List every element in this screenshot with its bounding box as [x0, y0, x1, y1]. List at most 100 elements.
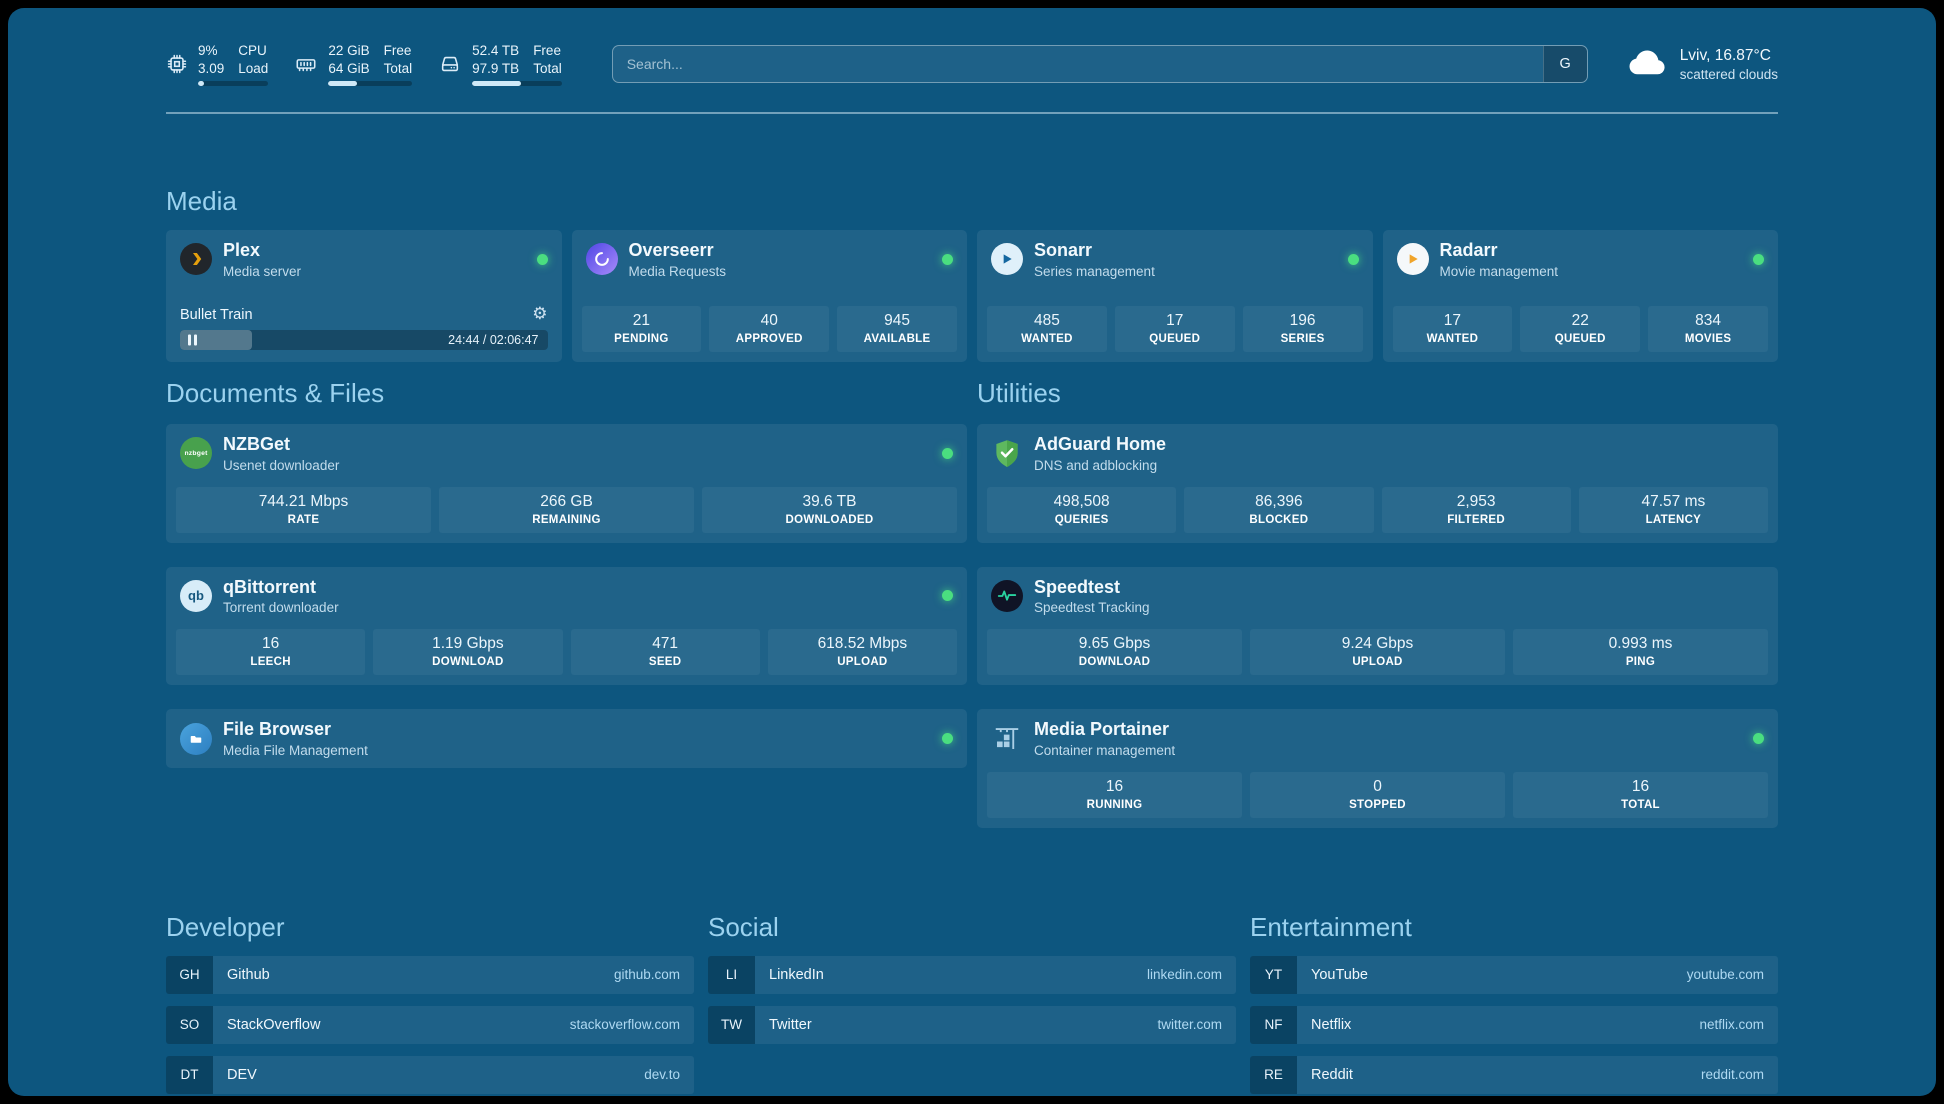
sonarr-icon [991, 243, 1023, 276]
service-subtitle: Media Requests [628, 263, 727, 279]
service-name: Overseerr [628, 240, 714, 261]
bookmark-url: netflix.com [1699, 1017, 1764, 1033]
stat-value: 485 [1033, 312, 1060, 330]
pause-icon[interactable] [188, 334, 197, 346]
service-subtitle: DNS and adblocking [1034, 457, 1158, 473]
service-name: Media Portainer [1034, 719, 1170, 740]
stat-box: 498,508 QUERIES [987, 486, 1177, 533]
section-title-entertainment: Entertainment [1250, 911, 1412, 942]
bookmark-dev[interactable]: DT DEV dev.to [166, 1055, 694, 1094]
bookmark-name: Github [227, 966, 270, 983]
section-title-developer: Developer [166, 911, 285, 942]
service-card-nzbget[interactable]: nzbget NZBGet Usenet downloader 744.21 M… [166, 424, 967, 543]
cpu-icon [166, 53, 188, 75]
stat-value: 498,508 [1053, 492, 1110, 510]
cpu-usage-value: 9% [198, 43, 218, 58]
service-card-radarr[interactable]: Radarr Movie management 17 WANTED 22 QUE… [1382, 230, 1778, 363]
stat-value: 9.24 Gbps [1341, 635, 1414, 653]
bookmarks-social: Social LI LinkedIn linkedin.com TW Twitt… [708, 912, 1236, 1096]
bookmark-reddit[interactable]: RE Reddit reddit.com [1250, 1055, 1778, 1094]
service-card-adguard[interactable]: AdGuard Home DNS and adblocking 498,508 … [977, 424, 1778, 543]
stat-value: 86,396 [1255, 492, 1303, 510]
stat-box: 86,396 BLOCKED [1184, 486, 1374, 533]
search-engine-button[interactable]: G [1542, 46, 1587, 83]
service-card-overseerr[interactable]: Overseerr Media Requests 21 PENDING 40 A… [571, 230, 967, 363]
nzbget-icon-text: nzbget [184, 449, 208, 457]
status-dot [1347, 253, 1359, 265]
bookmark-name: YouTube [1311, 966, 1368, 983]
bookmark-url: dev.to [644, 1067, 680, 1083]
stat-label: LEECH [250, 656, 291, 669]
card-header: qb qBittorrent Torrent downloader [166, 567, 967, 626]
stat-value: 17 [1166, 312, 1184, 330]
stat-box: 22 QUEUED [1520, 306, 1641, 353]
cpu-load-label: Load [238, 60, 269, 76]
bookmark-name: StackOverflow [227, 1016, 321, 1033]
stat-box: 16 RUNNING [987, 771, 1242, 818]
bookmark-name: Netflix [1311, 1016, 1352, 1033]
bookmark-url: reddit.com [1700, 1067, 1764, 1083]
stat-box: 47.57 ms LATENCY [1578, 486, 1768, 533]
bookmark-linkedin[interactable]: LI LinkedIn linkedin.com [708, 955, 1236, 994]
bookmark-youtube[interactable]: YT YouTube youtube.com [1250, 955, 1778, 994]
dashboard: 9% 3.09 CPU Load [8, 8, 1936, 1096]
stat-label: DOWNLOAD [1078, 656, 1151, 669]
stat-box: 16 TOTAL [1513, 771, 1768, 818]
service-name: NZBGet [223, 434, 290, 455]
bookmark-name: DEV [227, 1066, 257, 1083]
cloud-icon [1626, 47, 1668, 82]
search-bar[interactable]: G [611, 45, 1588, 84]
stat-value: 471 [652, 635, 679, 653]
filebrowser-icon [180, 722, 212, 755]
service-name: AdGuard Home [1034, 434, 1167, 455]
stat-value: 22 [1571, 312, 1589, 330]
stat-value: 744.21 Mbps [258, 492, 349, 510]
stat-value: 196 [1289, 312, 1316, 330]
service-card-qbittorrent[interactable]: qb qBittorrent Torrent downloader 16 LEE… [166, 566, 967, 686]
card-header: AdGuard Home DNS and adblocking [977, 424, 1778, 483]
bookmark-stackoverflow[interactable]: SO StackOverflow stackoverflow.com [166, 1005, 694, 1044]
cpu-stat: 9% 3.09 CPU Load [166, 42, 269, 87]
service-subtitle: Speedtest Tracking [1034, 600, 1150, 616]
stat-box: 744.21 Mbps RATE [176, 486, 431, 533]
bookmark-url: stackoverflow.com [569, 1017, 680, 1033]
memory-total-label: Total [383, 60, 413, 76]
stat-value: 39.6 TB [802, 492, 857, 510]
service-card-filebrowser[interactable]: File Browser Media File Management [166, 709, 967, 768]
stat-box: 471 SEED [570, 629, 760, 676]
bookmark-github[interactable]: GH Github github.com [166, 955, 694, 994]
portainer-icon [991, 723, 1023, 755]
section-utilities: Utilities AdGuard Home [977, 378, 1778, 828]
bookmark-abbr: LI [708, 955, 755, 994]
stat-label: AVAILABLE [863, 333, 931, 346]
search-input[interactable] [612, 46, 1543, 83]
stat-label: RUNNING [1086, 798, 1143, 811]
service-card-sonarr[interactable]: Sonarr Series management 485 WANTED 17 Q… [977, 230, 1373, 363]
stat-label: WANTED [1021, 333, 1073, 346]
section-title-documents: Documents & Files [166, 378, 385, 409]
stat-label: REMAINING [532, 513, 601, 526]
status-dot [942, 447, 953, 459]
bookmark-netflix[interactable]: NF Netflix netflix.com [1250, 1005, 1778, 1044]
bookmark-twitter[interactable]: TW Twitter twitter.com [708, 1005, 1236, 1044]
gear-icon[interactable]: ⚙ [532, 304, 548, 325]
playback-progress-bar: 24:44 / 02:06:47 [180, 330, 548, 351]
service-card-plex[interactable]: Plex Media server Bullet Train ⚙ [166, 230, 562, 363]
section-documents: Documents & Files nzbget NZBGet Usenet d… [166, 378, 967, 828]
service-subtitle: Usenet downloader [223, 457, 340, 473]
service-card-portainer[interactable]: Media Portainer Container management 16 … [977, 709, 1778, 828]
stat-label: APPROVED [735, 333, 803, 346]
stat-label: UPLOAD [1352, 656, 1403, 669]
status-dot [942, 590, 953, 602]
disk-icon [438, 53, 462, 75]
service-name: Sonarr [1034, 240, 1093, 261]
stat-box: 16 LEECH [176, 629, 366, 676]
service-card-speedtest[interactable]: Speedtest Speedtest Tracking 9.65 Gbps D… [977, 566, 1778, 686]
stat-value: 16 [262, 635, 280, 653]
bookmark-abbr: RE [1250, 1055, 1297, 1094]
service-subtitle: Media server [223, 263, 302, 279]
card-header: Plex Media server [166, 230, 562, 289]
stat-box: 1.19 Gbps DOWNLOAD [373, 629, 563, 676]
stat-label: QUEUED [1554, 333, 1606, 346]
stat-value: 17 [1443, 312, 1462, 330]
